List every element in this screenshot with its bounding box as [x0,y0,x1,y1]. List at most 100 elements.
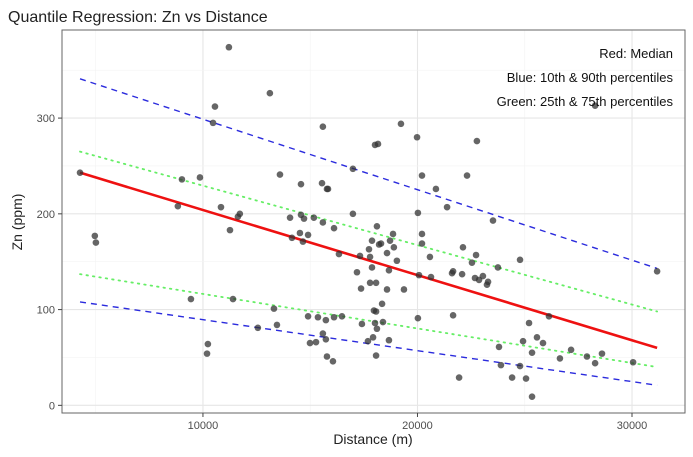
data-point [357,285,365,292]
quantile-line-0.75 [79,150,659,313]
data-point [306,339,314,347]
data-point [556,355,564,362]
data-point [92,239,100,246]
data-point [366,279,374,287]
data-point [484,278,492,286]
data-point [365,245,373,253]
data-point [415,271,423,279]
quantile-line-0.25 [79,273,659,368]
axis-ticks: 10000 20000 30000 0 100 200 300 [37,113,648,432]
data-point [583,353,591,360]
data-point [418,172,426,179]
y-tick-label: 300 [37,113,55,125]
data-point [358,320,366,328]
data-point [319,219,327,226]
data-point [539,339,547,347]
data-point [368,264,376,271]
data-point [516,256,524,264]
data-point [459,244,467,251]
annotation-green: Green: 25th & 75th percentiles [497,94,674,109]
data-point [174,202,182,210]
data-point [229,295,237,303]
data-point [372,308,380,315]
x-tick-label: 10000 [188,420,219,432]
data-point [516,362,524,370]
data-point [400,286,408,293]
annotation-blue: Blue: 10th & 90th percentiles [507,70,674,85]
data-point [414,314,422,322]
data-point [418,230,426,238]
data-point [414,209,422,217]
data-point [533,334,541,341]
data-point [203,350,211,357]
data-point [489,217,497,224]
data-point [377,240,385,247]
data-point [497,361,505,369]
panel-border [61,29,686,414]
quantile-line-0.5 [79,171,658,350]
y-tick-label: 0 [49,400,55,412]
data-point [455,374,463,381]
data-point [254,324,262,332]
data-point [591,102,599,109]
data-point [91,232,99,240]
chart-title: Quantile Regression: Zn vs Distance [8,9,268,26]
data-point [389,230,397,238]
data-point [178,176,186,183]
y-axis-label: Zn (ppm) [9,194,25,251]
data-point [356,252,364,260]
data-point [449,267,457,275]
data-point [310,214,318,221]
data-point [494,264,502,271]
data-point [187,295,195,303]
data-point [372,279,380,287]
data-point [349,165,357,173]
data-point [519,337,527,345]
data-point [266,89,274,97]
y-tick-label: 200 [37,209,55,221]
data-point [300,215,308,222]
data-point [528,349,536,356]
data-point [329,357,337,365]
data-point [528,393,536,401]
data-point [629,358,637,366]
data-points [76,43,661,401]
data-point [458,270,466,278]
data-point [373,222,381,230]
data-point [366,253,374,261]
data-point [495,343,503,351]
data-point [204,340,212,348]
data-point [226,226,234,234]
data-point [330,224,338,232]
data-point [479,272,487,280]
data-point [468,259,476,266]
data-point [567,346,575,354]
annotation-median: Red: Median [599,46,673,61]
data-point [236,210,244,218]
data-point [378,300,386,308]
data-point [276,171,284,178]
data-point [383,249,391,257]
data-point [286,214,294,221]
data-point [330,313,338,321]
data-point [372,352,380,359]
data-point [314,313,322,321]
data-point [211,103,219,110]
data-point [522,375,530,382]
data-point [383,286,391,293]
data-point [304,231,312,239]
data-point [525,319,533,327]
data-point [379,318,387,326]
data-point [319,123,327,131]
data-point [322,335,330,343]
data-point [270,305,278,312]
data-point [386,237,394,244]
data-point [296,229,304,237]
data-point [209,119,217,127]
data-point [426,253,434,261]
data-point [304,312,312,320]
data-point [427,273,435,281]
data-point [374,140,382,148]
x-tick-label: 30000 [617,420,648,432]
